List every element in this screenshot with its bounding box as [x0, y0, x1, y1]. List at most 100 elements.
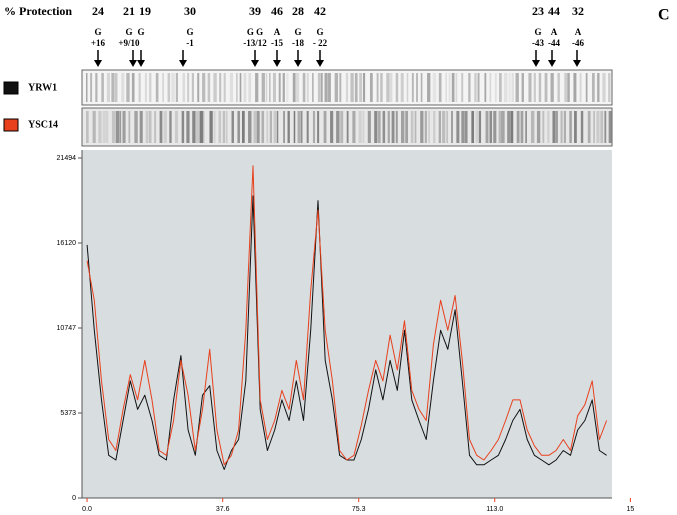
panel-label: C	[658, 7, 670, 24]
gel-band	[128, 111, 131, 143]
position-label: - 22	[313, 38, 328, 48]
gel-band	[295, 73, 300, 102]
gel-band	[86, 73, 88, 102]
gel-band	[411, 73, 414, 102]
gel-band	[475, 111, 480, 143]
gel-band	[202, 111, 205, 143]
arrow-head	[573, 60, 581, 67]
gel-band	[391, 111, 395, 143]
gel-band	[223, 73, 226, 102]
gel-band	[229, 73, 234, 102]
gel-band	[286, 73, 289, 102]
gel-band	[186, 111, 190, 143]
gel-band	[580, 111, 584, 143]
gel-band	[191, 73, 194, 102]
gel-band	[95, 73, 98, 102]
gel-band	[474, 73, 477, 102]
gel-band	[386, 73, 390, 102]
gel-band	[283, 111, 285, 143]
gel-band	[312, 73, 314, 102]
gel-band	[266, 111, 269, 143]
gel-band	[174, 111, 179, 143]
gel-band	[340, 111, 344, 143]
gel-band	[162, 73, 164, 102]
gel-band	[169, 111, 172, 143]
gel-band	[536, 111, 541, 143]
y-tick-label: 5373	[60, 410, 76, 417]
gel-band	[573, 73, 577, 102]
gel-band	[237, 111, 240, 143]
gel-band	[555, 111, 558, 143]
gel-band	[261, 111, 265, 143]
position-label: +9/10	[118, 38, 140, 48]
gel-band	[121, 73, 125, 102]
gel-band	[442, 111, 446, 143]
y-tick-label: 10747	[57, 325, 77, 332]
gel-band	[569, 111, 572, 143]
gel-band	[334, 73, 339, 102]
protection-pct: 21	[123, 4, 135, 18]
gel-band	[461, 111, 465, 143]
gel-band	[363, 73, 366, 102]
gel-band	[374, 111, 378, 143]
gel-band	[579, 73, 582, 102]
x-tick-label: 15	[627, 506, 635, 513]
gel-band	[525, 111, 527, 143]
gel-band	[510, 111, 514, 143]
gel-band	[448, 73, 451, 102]
gel-band	[414, 111, 417, 143]
gel-band	[455, 73, 458, 102]
gel-band	[433, 111, 436, 143]
y-tick-label: 21494	[57, 155, 77, 162]
gel-band	[199, 111, 203, 143]
gel-band	[101, 73, 104, 102]
gel-band	[369, 73, 373, 102]
position-label: -43	[532, 38, 544, 48]
x-tick-label: 37.6	[216, 506, 230, 513]
gel-band	[327, 73, 331, 102]
gel-band	[145, 111, 149, 143]
gel-band	[345, 73, 349, 102]
gel-band	[507, 111, 511, 143]
gel-band	[489, 111, 493, 143]
gel-band	[494, 73, 497, 102]
gel-band	[278, 73, 281, 102]
base-label: G	[137, 27, 144, 37]
gel-band	[484, 73, 487, 102]
gel-band	[239, 73, 242, 102]
gel-band	[521, 73, 524, 102]
gel-band	[597, 73, 600, 102]
gel-band	[98, 111, 102, 143]
arrow-head	[316, 60, 324, 67]
gel-band	[420, 73, 423, 102]
gel-band	[593, 111, 595, 143]
gel-band	[346, 111, 349, 143]
gel-band	[273, 111, 277, 143]
gel-band	[272, 73, 276, 102]
gel-band	[154, 111, 157, 143]
gel-band	[306, 111, 309, 143]
gel-band	[207, 73, 211, 102]
gel-band	[253, 111, 257, 143]
gel-band	[438, 111, 441, 143]
gel-band	[86, 111, 89, 143]
gel-band	[424, 111, 427, 143]
trace	[86, 165, 608, 466]
arrow-head	[273, 60, 281, 67]
gel-band	[542, 111, 545, 143]
gel-band	[256, 111, 260, 143]
gel-band	[236, 73, 238, 102]
protection-pct: 46	[271, 4, 283, 18]
gel-band	[163, 111, 167, 143]
position-label: +16	[91, 38, 106, 48]
gel-band	[493, 111, 497, 143]
gel-band	[400, 73, 404, 102]
gel-band	[416, 73, 419, 102]
gel-band	[144, 73, 148, 102]
gel-band	[560, 111, 563, 143]
gel-band	[181, 111, 185, 143]
gel-band	[167, 73, 171, 102]
plot-area	[82, 150, 612, 498]
gel-band	[464, 111, 468, 143]
